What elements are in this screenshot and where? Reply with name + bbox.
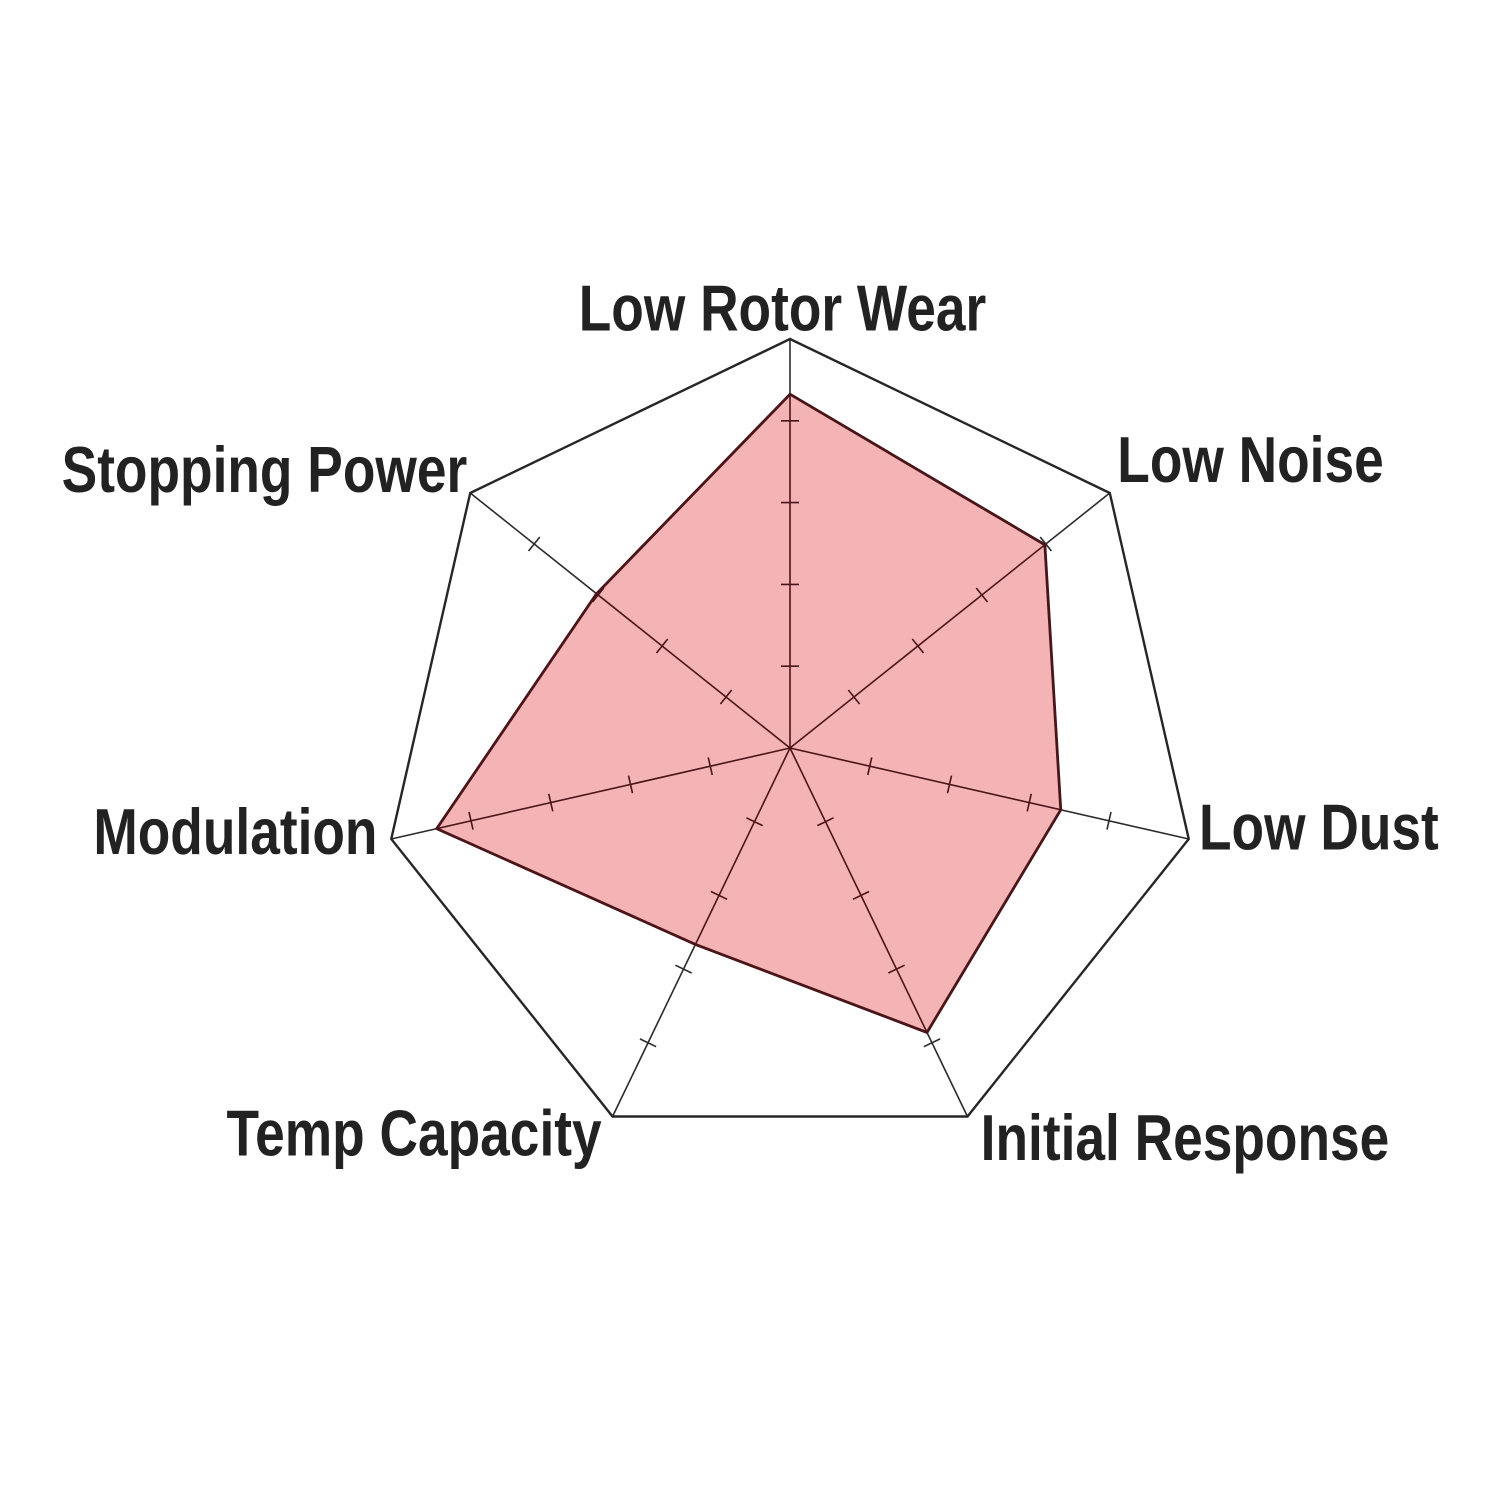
svg-text:Low Dust: Low Dust bbox=[1199, 790, 1439, 863]
svg-text:Low Rotor Wear: Low Rotor Wear bbox=[579, 272, 987, 345]
svg-text:Stopping Power: Stopping Power bbox=[62, 433, 468, 506]
svg-text:Low Noise: Low Noise bbox=[1117, 423, 1383, 496]
svg-text:Modulation: Modulation bbox=[93, 795, 377, 868]
svg-text:Initial Response: Initial Response bbox=[981, 1101, 1390, 1174]
svg-text:Temp Capacity: Temp Capacity bbox=[227, 1096, 602, 1169]
